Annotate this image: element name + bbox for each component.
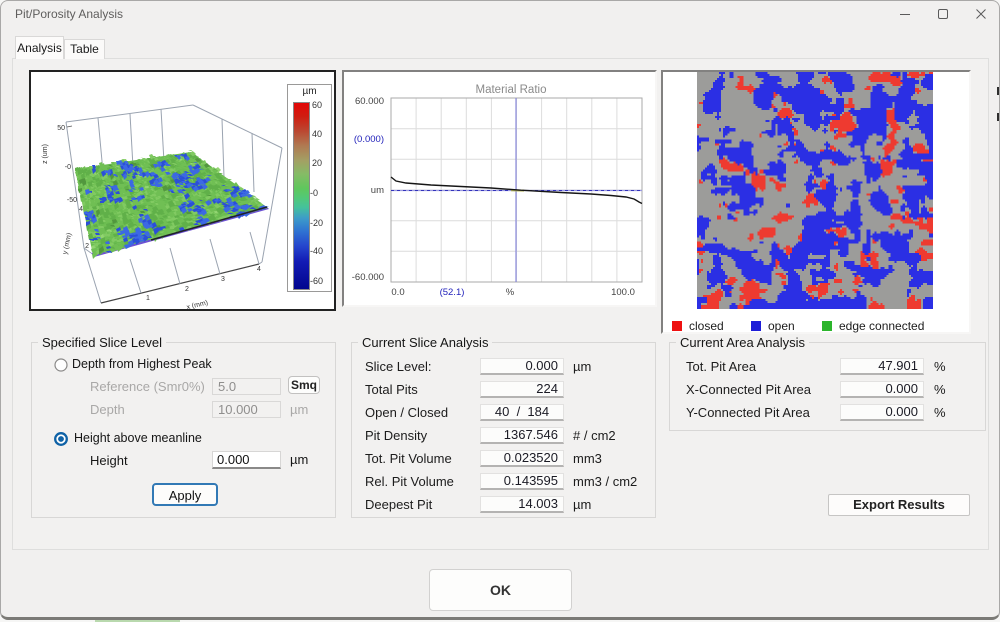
svg-text:0.0: 0.0 xyxy=(391,287,404,298)
svg-text:(52.1): (52.1) xyxy=(440,287,465,298)
svg-text:50: 50 xyxy=(57,125,65,132)
svg-text:3: 3 xyxy=(221,276,225,283)
svg-text:z (um): z (um) xyxy=(42,144,49,164)
svg-text:um: um xyxy=(371,185,384,196)
svg-text:%: % xyxy=(506,287,515,298)
svg-text:2: 2 xyxy=(85,243,89,250)
svg-text:4: 4 xyxy=(79,206,83,213)
svg-text:-0: -0 xyxy=(65,164,71,171)
svg-text:y (mm): y (mm) xyxy=(62,232,73,255)
svg-text:(0.000): (0.000) xyxy=(354,134,384,145)
svg-text:Material Ratio: Material Ratio xyxy=(476,84,547,96)
svg-text:4: 4 xyxy=(257,266,261,273)
svg-text:1: 1 xyxy=(146,295,150,302)
svg-text:2: 2 xyxy=(185,286,189,293)
svg-text:100.0: 100.0 xyxy=(611,287,635,298)
svg-text:-60.000: -60.000 xyxy=(352,272,384,283)
svg-text:-50: -50 xyxy=(67,197,77,204)
svg-text:x (mm): x (mm) xyxy=(186,300,209,309)
svg-text:60.000: 60.000 xyxy=(355,96,384,107)
